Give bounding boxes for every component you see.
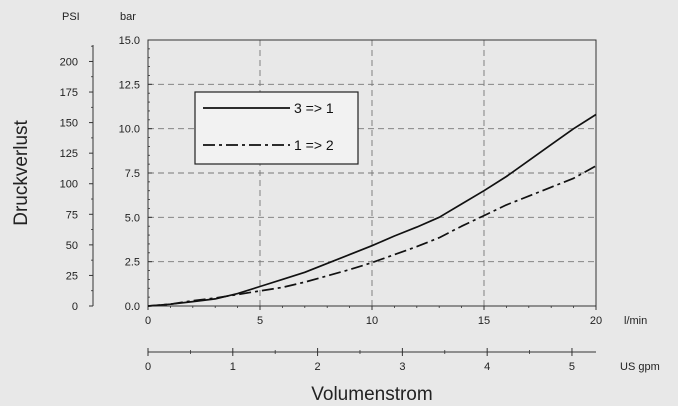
lpm-tick-label: 10 (366, 315, 378, 327)
legend: 3 => 1 1 => 2 (194, 91, 359, 165)
psi-tick-label: 25 (66, 270, 78, 282)
psi-axis: 0 25 50 75 100 125 150 175 200 (60, 45, 94, 313)
lpm-axis: 0 5 10 15 20 (145, 306, 602, 327)
lpm-unit-label: l/min (624, 315, 647, 327)
gpm-axis: 0 1 2 3 4 5 (145, 348, 596, 373)
gpm-tick-label: 5 (569, 361, 575, 373)
gpm-tick-label: 1 (230, 361, 236, 373)
series-layer (147, 113, 597, 307)
x-axis-title: Volumenstrom (311, 384, 432, 405)
legend-box (194, 91, 359, 165)
psi-tick-label: 150 (60, 118, 78, 130)
gpm-tick-label: 4 (484, 361, 490, 373)
bar-tick-label: 15.0 (119, 35, 140, 47)
legend-label: 3 => 1 (294, 100, 334, 116)
gpm-tick-label: 3 (399, 361, 405, 373)
psi-tick-label: 200 (60, 56, 78, 68)
bar-axis: 0.0 2.5 5.0 7.5 10.0 12.5 15.0 (119, 35, 152, 313)
psi-tick-label: 50 (66, 240, 78, 252)
bar-tick-label: 10.0 (119, 124, 140, 136)
lpm-tick-label: 0 (145, 315, 151, 327)
lpm-tick-label: 20 (590, 315, 602, 327)
psi-tick-label: 125 (60, 148, 78, 160)
bar-tick-label: 7.5 (125, 168, 140, 180)
gpm-unit-label: US gpm (620, 361, 660, 373)
bar-unit-label: bar (120, 11, 136, 23)
grid (148, 40, 596, 306)
series-line-dash-dot (147, 165, 597, 307)
psi-tick-label: 175 (60, 87, 78, 99)
psi-tick-label: 75 (66, 209, 78, 221)
lpm-tick-label: 5 (257, 315, 263, 327)
bar-tick-label: 5.0 (125, 212, 140, 224)
gpm-tick-label: 0 (145, 361, 151, 373)
psi-tick-label: 0 (72, 301, 78, 313)
psi-unit-label: PSI (62, 11, 80, 23)
y-axis-title: Druckverlust (11, 119, 32, 225)
gpm-tick-label: 2 (315, 361, 321, 373)
legend-label: 1 => 2 (294, 137, 334, 153)
bar-tick-label: 12.5 (119, 79, 140, 91)
bar-tick-label: 2.5 (125, 257, 140, 269)
bar-tick-label: 0.0 (125, 301, 140, 313)
lpm-tick-label: 15 (478, 315, 490, 327)
psi-tick-label: 100 (60, 179, 78, 191)
